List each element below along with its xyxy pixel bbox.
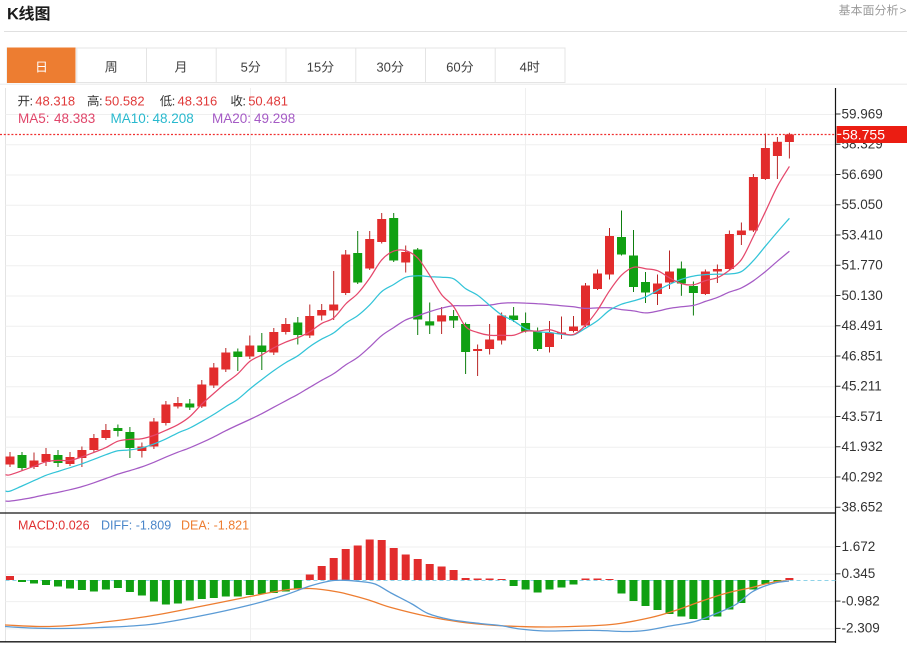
svg-text:MA20:: MA20: [212,111,251,126]
svg-text:-0.982: -0.982 [842,593,880,608]
svg-text:MA5:: MA5: [18,111,50,126]
svg-text:50.582: 50.582 [105,93,145,108]
svg-text:0.345: 0.345 [842,566,876,581]
svg-text:DIFF: -1.809: DIFF: -1.809 [101,519,171,533]
svg-text:51.770: 51.770 [842,258,883,273]
svg-text:-2.309: -2.309 [842,621,880,636]
svg-text:50.130: 50.130 [842,288,883,303]
svg-text:45.211: 45.211 [842,379,882,394]
svg-text:50.481: 50.481 [248,93,288,108]
svg-text:1.672: 1.672 [842,539,876,554]
svg-text:49.298: 49.298 [254,111,295,126]
svg-text:53.410: 53.410 [842,227,883,242]
svg-text:59.969: 59.969 [842,106,883,121]
svg-text:38.652: 38.652 [842,500,883,515]
svg-text:48.383: 48.383 [54,111,95,126]
svg-text:MA10:: MA10: [111,111,150,126]
svg-text:48.208: 48.208 [153,111,194,126]
svg-text:DEA: -1.821: DEA: -1.821 [181,519,249,533]
svg-text:55.050: 55.050 [842,197,883,212]
svg-text:MACD:0.026: MACD:0.026 [18,519,90,533]
svg-text:56.690: 56.690 [842,167,883,182]
svg-text:41.932: 41.932 [842,439,883,454]
svg-text:46.851: 46.851 [842,348,883,363]
svg-text:48.491: 48.491 [842,318,883,333]
svg-text:40.292: 40.292 [842,469,883,484]
svg-text:48.316: 48.316 [178,93,218,108]
svg-text:43.571: 43.571 [842,409,883,424]
svg-text:58.755: 58.755 [842,127,885,143]
svg-text:48.318: 48.318 [35,93,75,108]
